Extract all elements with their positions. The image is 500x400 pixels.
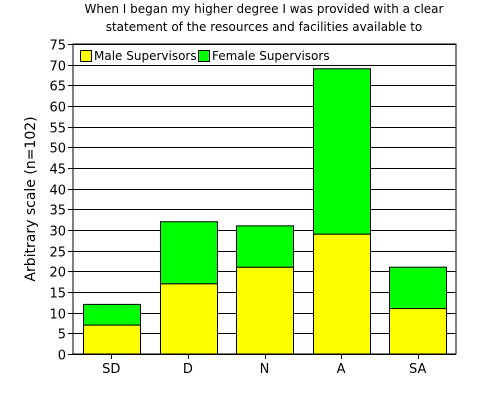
- bar-segment: [83, 303, 141, 326]
- y-tick-label: 35: [49, 204, 66, 219]
- bar-segment: [313, 68, 371, 235]
- x-axis-tick-labels: SD D N A SA: [102, 354, 426, 377]
- bar-segment: [389, 266, 447, 310]
- bar-segment: [389, 308, 447, 355]
- chart-title: When I began my higher degree I was prov…: [85, 2, 444, 16]
- x-tick-label: SD: [102, 362, 120, 377]
- y-tick-label: 45: [49, 163, 66, 178]
- chart-subtitle: statement of the resources and facilitie…: [106, 20, 423, 34]
- y-tick-label: 50: [49, 142, 66, 157]
- y-axis-ticks: 0 5 10 15 20 25 30 35 40 45 50 55 60 65 70 75: [49, 39, 73, 364]
- legend-swatch: [198, 50, 210, 62]
- y-tick-label: 60: [49, 101, 66, 116]
- y-tick-label: 30: [49, 225, 66, 240]
- bar-segment: [83, 324, 141, 355]
- y-tick-label: 15: [49, 287, 66, 302]
- y-tick-label: 5: [58, 328, 66, 343]
- y-tick-label: 10: [49, 308, 66, 323]
- y-tick-label: 75: [49, 39, 66, 54]
- bar-segment: [160, 221, 218, 285]
- bar-segment: [160, 283, 218, 355]
- x-tick-label: D: [183, 362, 193, 377]
- y-tick-label: 20: [49, 266, 66, 281]
- legend-label: Male Supervisors: [94, 49, 197, 63]
- y-tick-label: 40: [49, 184, 66, 199]
- bar-segment: [236, 225, 294, 268]
- legend-swatch: [80, 50, 92, 62]
- x-tick-label: SA: [409, 362, 426, 377]
- x-tick-label: A: [337, 362, 346, 377]
- bar-segment: [313, 233, 371, 355]
- y-tick-label: 55: [49, 122, 66, 137]
- legend-label: Female Supervisors: [212, 49, 330, 63]
- y-tick-label: 0: [58, 349, 66, 364]
- y-tick-label: 65: [49, 80, 66, 95]
- x-tick-label: N: [260, 362, 270, 377]
- bar-segment: [236, 266, 294, 355]
- bars: [83, 68, 447, 355]
- y-tick-label: 25: [49, 246, 66, 261]
- plot-area-border: [72, 43, 457, 355]
- y-tick-label: 70: [49, 60, 66, 75]
- y-axis-label: Arbitrary scale (n=102): [23, 116, 39, 281]
- legend: Male Supervisors Female Supervisors: [80, 49, 330, 63]
